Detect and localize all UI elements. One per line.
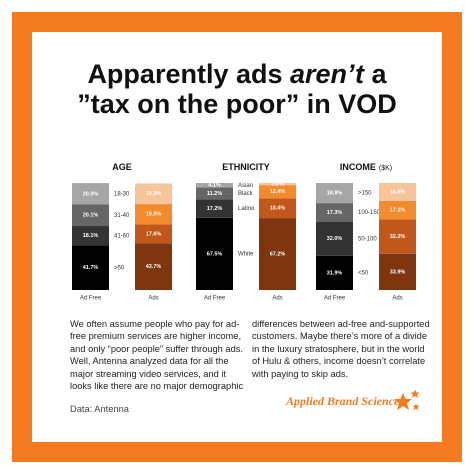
- x-tick-label: Ads: [272, 296, 282, 302]
- bar-segment: [72, 204, 109, 227]
- segment-label: White: [238, 251, 254, 257]
- bar-segment: [379, 183, 416, 201]
- body-right: differences between ad-free and-supporte…: [252, 319, 430, 379]
- data-label: 20.0%: [83, 191, 99, 197]
- frame: [12, 12, 462, 462]
- body-left: We often assume people who pay for ad-fr…: [70, 319, 244, 392]
- segment-label: 41-60: [114, 233, 130, 239]
- x-tick-label: Ad Free: [80, 296, 102, 302]
- segment-label: >50: [114, 265, 125, 271]
- data-label: 67.2%: [270, 252, 286, 258]
- x-tick-label: Ad Free: [324, 296, 346, 302]
- data-label: 12.4%: [270, 189, 286, 195]
- segment-label: 100-150: [358, 210, 381, 216]
- chart-title: AGE: [112, 162, 132, 172]
- data-label: 32.2%: [390, 234, 406, 240]
- chart-title-text: INCOME: [340, 162, 376, 172]
- data-label: 2.0%: [271, 182, 284, 188]
- segment-label: Black: [238, 191, 254, 197]
- brand: Applied Brand Science: [286, 394, 400, 408]
- bar-segment: [196, 187, 233, 200]
- segment-label: Asian: [238, 183, 253, 189]
- bar-segment: [379, 219, 416, 254]
- bar-segment: [196, 183, 233, 188]
- data-label: 18.4%: [270, 206, 286, 212]
- bar-segment: [316, 183, 353, 204]
- data-label: 67.5%: [207, 251, 223, 257]
- title-part: a: [364, 59, 388, 89]
- bar-segment: [259, 198, 296, 219]
- segment-label: 50-100: [358, 236, 377, 242]
- bar-segment: [72, 183, 109, 205]
- segment-label: <50: [358, 271, 369, 277]
- data-label: 43.7%: [146, 264, 162, 270]
- data-label: 32.0%: [327, 236, 343, 242]
- data-label: 17.6%: [146, 231, 162, 237]
- chart-title: ETHNICITY: [222, 162, 270, 172]
- data-label: 20.1%: [83, 213, 99, 219]
- data-label: 18.1%: [83, 233, 99, 239]
- bar-segment: [135, 204, 172, 225]
- title-part: Apparently ads: [87, 59, 290, 89]
- bar-segment: [316, 221, 353, 256]
- data-label: 16.8%: [390, 189, 406, 195]
- title-part: aren’t: [290, 59, 365, 89]
- segment-label: 18-30: [114, 191, 130, 197]
- data-label: 19.3%: [146, 191, 162, 197]
- title-line-1: Apparently ads aren’t a: [87, 59, 387, 89]
- bar-segment: [196, 217, 233, 290]
- bar-segment: [72, 226, 109, 246]
- segment-label: Latino: [238, 206, 255, 212]
- chart-title-text: ETHNICITY: [222, 162, 270, 172]
- data-label: 4.1%: [208, 183, 221, 189]
- data-label: 19.0%: [146, 212, 162, 218]
- bar-segment: [72, 245, 109, 290]
- bar-segment: [259, 185, 296, 199]
- bar-segment: [135, 243, 172, 290]
- data-label: 11.2%: [207, 191, 222, 197]
- data-label: 41.7%: [83, 265, 99, 271]
- bar-segment: [196, 199, 233, 218]
- x-tick-label: Ads: [148, 296, 158, 302]
- chart-title: INCOME ($K): [340, 162, 392, 172]
- data-label: 33.9%: [390, 269, 406, 275]
- data-label: 17.2%: [207, 206, 223, 212]
- bar-segment: [135, 224, 172, 244]
- data-label: 31.9%: [327, 270, 343, 276]
- bar-segment: [259, 218, 296, 290]
- data-label: 18.8%: [327, 191, 343, 197]
- bar-segment: [135, 183, 172, 205]
- x-tick-label: Ads: [392, 296, 402, 302]
- data-label: 17.1%: [390, 208, 406, 214]
- bar-segment: [379, 200, 416, 220]
- segment-label: 31-40: [114, 213, 130, 219]
- segment-label: >150: [358, 191, 372, 197]
- bar-segment: [379, 253, 416, 290]
- source: Data: Antenna: [70, 404, 129, 414]
- x-tick-label: Ad Free: [204, 296, 226, 302]
- chart-title-text: AGE: [112, 162, 132, 172]
- chart-subtitle: ($K): [379, 165, 392, 172]
- stars: [394, 389, 420, 411]
- bar-segment: [259, 183, 296, 186]
- data-label: 17.3%: [327, 210, 343, 216]
- title-line-2: ”tax on the poor” in VOD: [77, 89, 397, 119]
- bar-segment: [316, 203, 353, 222]
- bar-segment: [316, 255, 353, 290]
